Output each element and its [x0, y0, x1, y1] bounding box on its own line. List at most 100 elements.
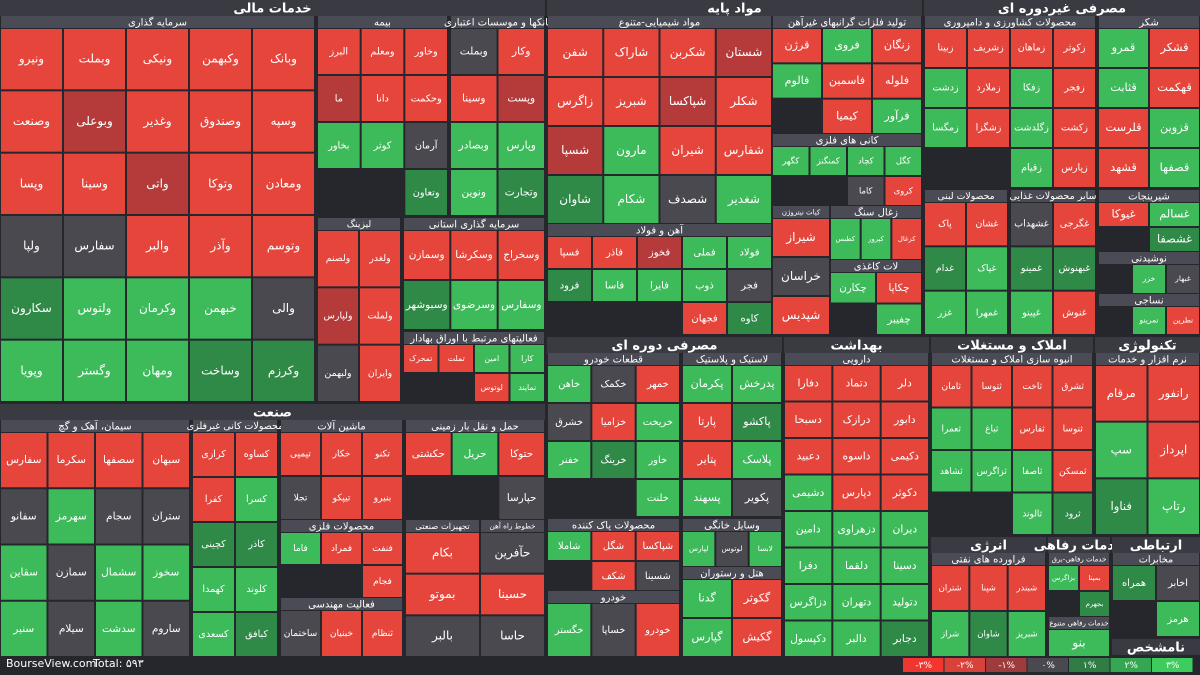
stock-tile [362, 565, 403, 598]
stock-name: وبملت [460, 46, 488, 58]
stock-tile [480, 532, 545, 574]
stock-tile [1012, 450, 1053, 493]
stock-tile [924, 202, 966, 247]
stock-tile [880, 365, 930, 402]
stock-name: ومعادن [266, 176, 302, 191]
stock-name: کیمیا [836, 109, 859, 122]
stock-tile [1010, 202, 1053, 247]
stock-tile [1052, 407, 1093, 450]
stock-tile [732, 618, 782, 657]
stock-tile [682, 579, 732, 618]
stock-name: بمپنا [1088, 574, 1100, 582]
stock-name: ثعمرا [941, 424, 961, 434]
stock-name: فاسا [605, 281, 624, 292]
stock-tile [1012, 407, 1053, 450]
stock-name: پاک [938, 219, 952, 230]
stock-name: مارون [616, 143, 647, 158]
stock-name: غشهداب [1014, 219, 1049, 230]
stock-name: فاسمین [829, 74, 865, 88]
stock-tile [451, 432, 499, 476]
stock-tile [280, 532, 321, 565]
stock-name: وتعاون [413, 188, 440, 199]
stock-name: بزاگرس [1052, 573, 1075, 582]
stock-tile [0, 28, 63, 91]
stock-name: اخابر [1167, 578, 1188, 589]
stock-name: وایران [368, 368, 392, 379]
group-title: لیزینگ [347, 218, 372, 230]
stock-tile [603, 126, 660, 175]
stock-name: قصفها [1160, 160, 1190, 174]
stock-tile [682, 441, 732, 479]
stock-name: شپاکسا [669, 94, 706, 108]
stock-name: وبصادر [458, 140, 489, 152]
stock-tile [547, 365, 592, 403]
stock-tile [830, 272, 876, 304]
group-title: سرمایه گذاری استانی [429, 219, 520, 231]
group-title: انبوه سازی املاک و مستغلات [951, 355, 1072, 366]
stock-name: دتهران [842, 595, 872, 608]
stock-tile [1149, 227, 1200, 252]
stock-tile [784, 474, 833, 511]
group-header [1099, 294, 1199, 306]
stock-name: خلنت [647, 493, 669, 504]
legend-swatch [986, 658, 1027, 672]
stock-name: سقاین [10, 567, 38, 579]
stock-name: ثالوند [1022, 509, 1042, 519]
stock-tile [772, 28, 822, 64]
stock-tile [47, 432, 95, 489]
sector-header [1048, 537, 1110, 553]
stock-name: دکیمی [891, 449, 920, 462]
stock-name: سمازن [56, 567, 87, 579]
group-header [773, 134, 921, 146]
stock-name: ونیکی [143, 52, 172, 67]
stock-name: ثنظام [372, 629, 394, 639]
sector-title: مصرفی دوره ای [612, 339, 718, 354]
stock-tile [252, 277, 315, 340]
stock-tile [682, 618, 732, 657]
stock-name: گپارس [692, 631, 724, 644]
stock-name: وآذر [209, 238, 230, 254]
stock-tile [63, 90, 126, 153]
stock-name: دیران [893, 522, 918, 535]
stock-tile [1147, 365, 1200, 422]
stock-name: حریل [464, 448, 487, 460]
stock-name: فنفت [372, 544, 393, 554]
stock-name: ثشرق [1062, 382, 1085, 392]
stock-tile [832, 584, 881, 621]
stock-name: غیوکا [1111, 207, 1135, 222]
stock-name: البرز [329, 47, 349, 58]
stock-tile [784, 511, 833, 548]
stock-name: مرقام [1107, 386, 1136, 401]
stock-name: خبنیان [330, 629, 353, 639]
stock-name: ثفارس [1020, 424, 1046, 434]
stock-tile [47, 488, 95, 545]
stock-name: خگستر [554, 624, 584, 636]
stock-tile [772, 257, 830, 296]
stock-name: وتوکا [208, 176, 233, 191]
stock-name: غبهنوش [1059, 263, 1091, 274]
stock-name: تجلا [294, 494, 308, 504]
stock-tile [1048, 565, 1079, 591]
stock-tile [876, 272, 922, 304]
stock-name: وحکمت [411, 94, 442, 105]
stock-name: زاگرس [557, 94, 593, 109]
stock-name: بموتو [428, 587, 455, 602]
stock-tile [732, 479, 782, 517]
stock-tile [0, 277, 63, 340]
stock-name: ومعلم [370, 47, 394, 58]
stock-tile [126, 152, 189, 216]
stock-tile [966, 202, 1008, 247]
stock-name: شپاکسا [642, 541, 673, 552]
stock-name: اپرداز [1159, 443, 1187, 458]
stock-name: ونوین [462, 187, 486, 199]
group-header [831, 260, 921, 272]
stock-tile [405, 432, 452, 476]
stock-name: زبینا [938, 43, 954, 54]
stock-name: شاملا [558, 541, 580, 552]
stock-name: خریخت [643, 417, 673, 428]
sector-header [924, 0, 1200, 16]
stock-tile [635, 603, 681, 657]
group-title: کانی های فلزی [816, 136, 879, 147]
legend-swatch [1069, 658, 1110, 672]
stock-name: غنوش [1062, 307, 1086, 318]
